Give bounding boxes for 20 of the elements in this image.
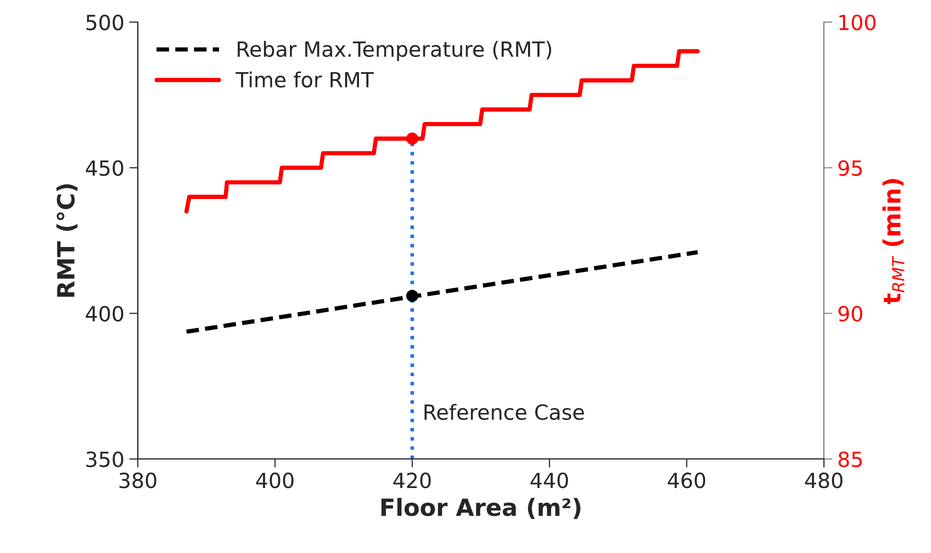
ref-line-label: Reference Case [424, 404, 584, 420]
y2-axis-title: t$_{RMT}$ (min) [882, 179, 904, 304]
x-tick-label: 420 [393, 472, 431, 488]
y2-tick-label: 95 [838, 160, 862, 176]
y-tick-label: 350 [86, 451, 124, 468]
y2-tick-label: 90 [838, 306, 862, 322]
x-tick-label: 440 [530, 472, 568, 488]
x-tick-label: 380 [119, 472, 156, 488]
x-tick-label: 460 [668, 472, 706, 488]
legend-label: Time for RMT [236, 71, 374, 88]
x-axis-title: Floor Area (m²) [381, 498, 580, 519]
y-tick-label: 450 [86, 160, 124, 176]
x-tick-label: 400 [256, 472, 294, 488]
legend-label: Rebar Max.Temperature (RMT) [238, 40, 552, 62]
x-tick-label: 480 [805, 472, 842, 488]
y-axis-title: RMT (°C) [56, 184, 78, 297]
y-tick-label: 500 [86, 14, 124, 30]
y2-tick-label: 85 [838, 451, 862, 468]
y-tick-label: 400 [86, 306, 124, 322]
y2-tick-label: 100 [839, 14, 876, 30]
